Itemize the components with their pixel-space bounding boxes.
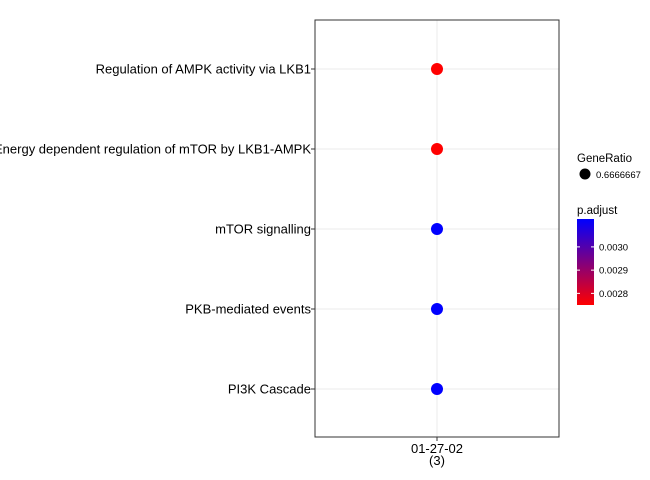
color-legend-label: 0.0029 (599, 266, 628, 277)
color-legend-label: 0.0028 (599, 289, 628, 300)
y-tick-label: Regulation of AMPK activity via LKB1 (96, 62, 311, 77)
legend: GeneRatio 0.6666667 p.adjust 0.0030 0.002… (577, 153, 641, 305)
y-tick-label: mTOR signalling (215, 222, 311, 237)
x-tick-sublabel: (3) (429, 453, 445, 468)
color-legend-label: 0.0030 (599, 242, 628, 253)
y-axis: Regulation of AMPK activity via LKB1 Ener… (0, 62, 315, 397)
data-point (431, 383, 443, 395)
data-point (431, 143, 443, 155)
data-point (431, 303, 443, 315)
data-point (431, 63, 443, 75)
size-legend-title: GeneRatio (577, 153, 632, 165)
size-legend-key (579, 168, 591, 180)
y-tick-label: PKB-mediated events (185, 302, 311, 317)
size-legend-label: 0.6666667 (596, 170, 641, 181)
color-legend-bar (577, 219, 594, 305)
data-point (431, 223, 443, 235)
data-points (431, 63, 443, 395)
y-tick-label: PI3K Cascade (228, 382, 311, 397)
color-legend-title: p.adjust (577, 205, 618, 217)
x-tick-label: 01-27-02 (411, 441, 463, 456)
y-tick-label: Energy dependent regulation of mTOR by L… (0, 142, 311, 157)
x-axis: 01-27-02(3) (411, 437, 463, 468)
color-legend-ticks: 0.0030 0.0029 0.0028 (577, 242, 628, 300)
